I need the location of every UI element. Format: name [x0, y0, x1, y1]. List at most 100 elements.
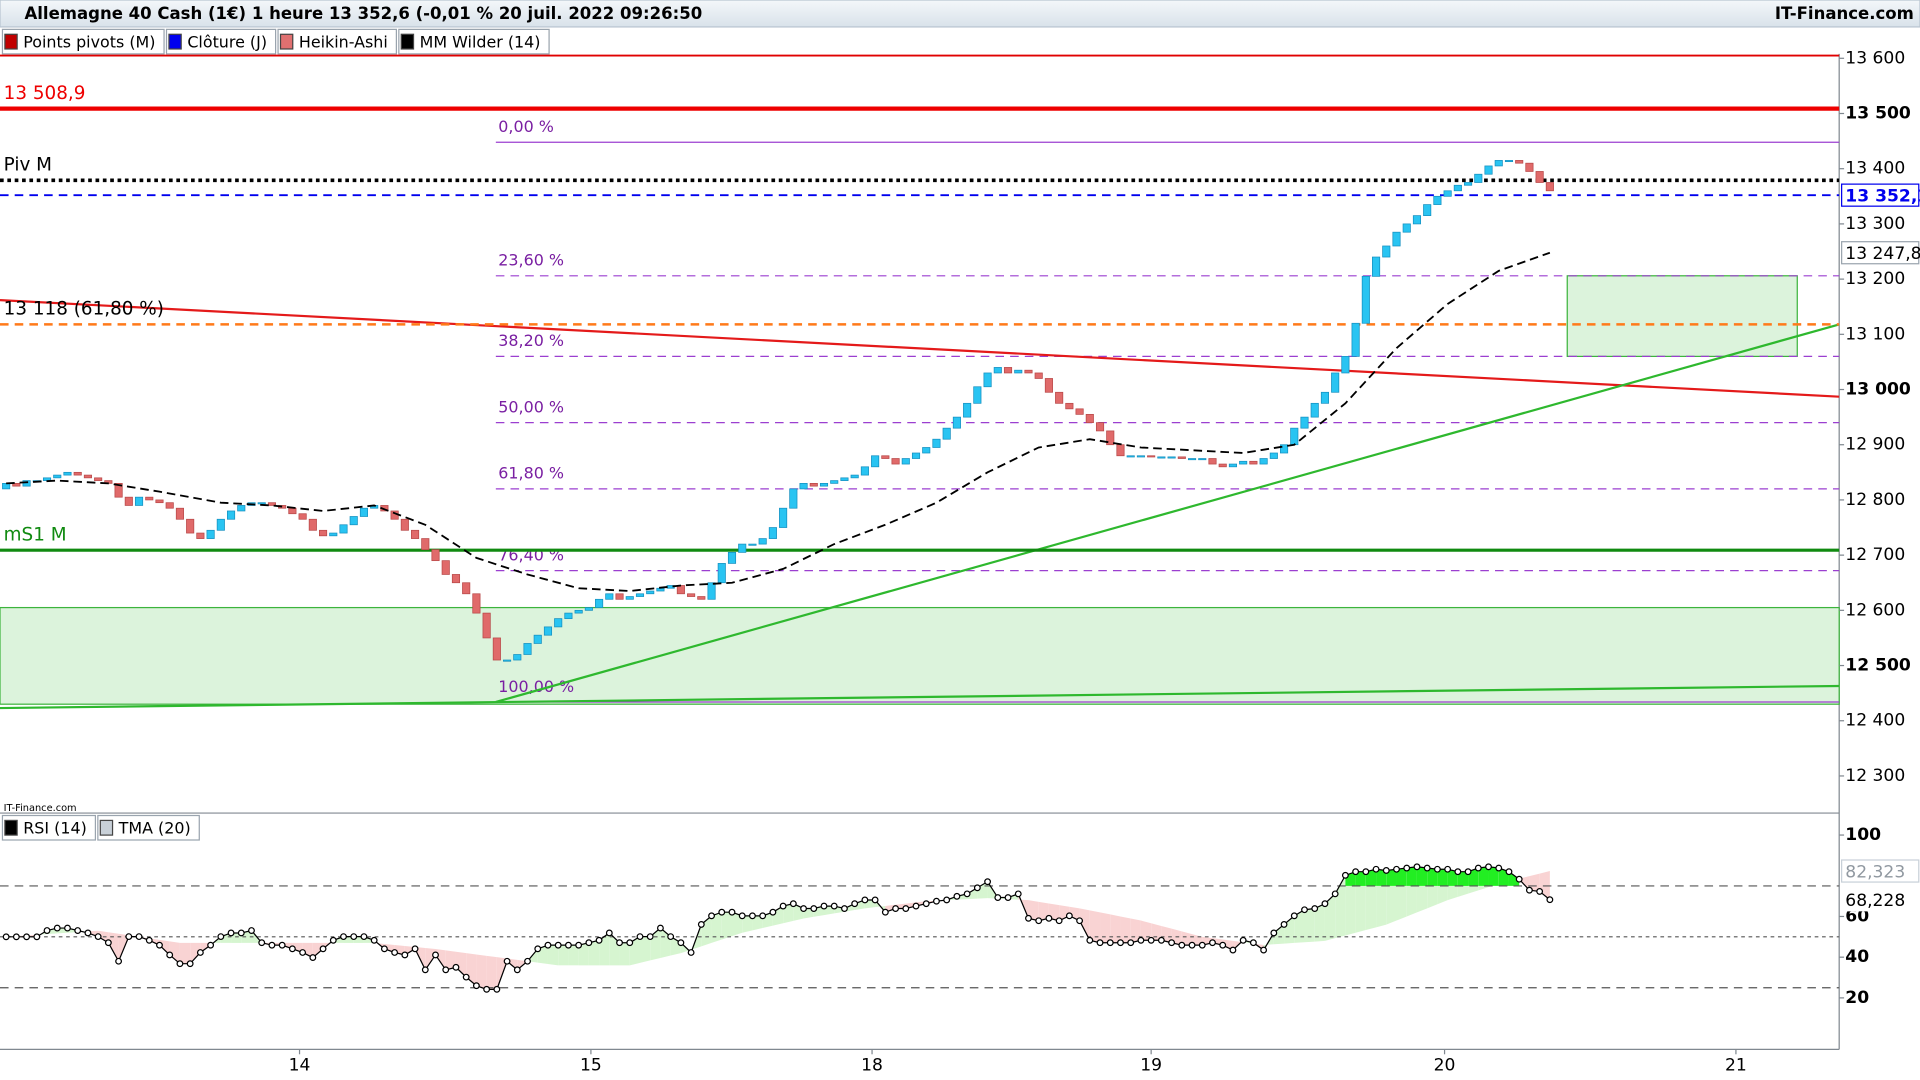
legend-label: TMA (20)	[118, 818, 191, 837]
rsi-point	[1127, 939, 1135, 947]
rsi-point	[104, 939, 112, 947]
rsi-point	[421, 966, 429, 974]
rsi-point	[779, 902, 787, 910]
legend-label: Points pivots (M)	[23, 32, 155, 51]
legend-item	[1, 814, 97, 841]
rsi-tma-fill	[854, 899, 865, 911]
candle-body	[635, 593, 645, 597]
fib-label: 38,20 %	[498, 331, 564, 350]
candle-body	[349, 516, 358, 526]
rsi-tma-fill	[1089, 910, 1101, 943]
rsi-point	[564, 941, 572, 949]
rsi-point	[12, 933, 20, 941]
rsi-tma-fill	[179, 942, 191, 964]
candle-body	[1412, 215, 1422, 225]
rsi-point	[1198, 941, 1206, 949]
rsi-point	[207, 941, 215, 949]
candle-body	[697, 596, 706, 600]
candle-body	[676, 585, 685, 595]
rsi-point	[2, 933, 10, 941]
rsi-point	[1045, 914, 1053, 922]
rsi-tma-fill	[742, 915, 753, 933]
candle-body	[850, 474, 859, 479]
rsi-point	[176, 960, 184, 968]
rsi-point	[33, 933, 41, 941]
y-tick-label: 12 800	[1845, 490, 1905, 510]
x-tick-label: 20	[1434, 1055, 1456, 1075]
rsi-point	[585, 939, 593, 947]
candle-body	[1095, 422, 1105, 432]
candle-body	[1126, 455, 1135, 458]
rsi-tma-fill	[486, 955, 497, 990]
rsi-point	[636, 933, 644, 941]
candle-body	[983, 372, 992, 388]
rsi-overbought-fill	[1376, 869, 1387, 886]
source: IT-Finance.com	[1775, 4, 1914, 23]
rsi-tma-fill	[1028, 900, 1039, 921]
y-tick-label: 13 300	[1845, 214, 1905, 234]
legend-label: Heikin-Ashi	[299, 32, 388, 51]
rsi-tma-fill	[721, 912, 732, 940]
x-tick-label: 19	[1140, 1055, 1162, 1075]
candle-body	[932, 438, 941, 448]
candle-body	[145, 496, 154, 501]
rsi-overbought-fill	[1478, 866, 1489, 886]
rsi-tma-fill	[711, 912, 722, 943]
rsi-point	[1249, 939, 1257, 947]
candle-body	[738, 543, 747, 553]
rsi-point	[1229, 946, 1237, 954]
rsi-tma-fill	[1355, 871, 1366, 933]
rsi-point	[871, 896, 879, 904]
rsi-point	[1096, 939, 1104, 947]
y-tick-label: 40	[1845, 947, 1869, 967]
rsi-point	[268, 941, 276, 949]
candle-body	[124, 496, 133, 506]
rsi-point	[196, 949, 204, 956]
rsi-point	[841, 905, 848, 912]
price-tag-label: 82,323	[1845, 862, 1905, 882]
candle-body	[1106, 430, 1115, 446]
rsi-tma-fill	[1140, 920, 1152, 941]
y-tick-label: 13 500	[1845, 103, 1911, 123]
rsi-point	[1270, 929, 1278, 937]
candle-body	[216, 518, 225, 531]
candle-body	[421, 538, 430, 550]
rsi-tma-fill	[803, 908, 814, 919]
rsi-point	[718, 908, 726, 916]
candle-body	[1136, 455, 1145, 458]
candle-body	[993, 367, 1002, 374]
legend-label: Clôture (J)	[187, 32, 267, 51]
candle-body	[53, 474, 62, 479]
candle-body	[758, 538, 767, 545]
candle-body	[574, 609, 583, 614]
candle-body	[155, 499, 164, 504]
price-tag	[1841, 241, 1920, 265]
candle-body	[462, 582, 471, 595]
legend-swatch	[168, 33, 182, 50]
rsi-point	[1444, 865, 1452, 873]
rsi-point	[1239, 936, 1247, 944]
candle-body	[1525, 162, 1534, 172]
candle-body	[1494, 160, 1503, 167]
y-tick-label: 12 900	[1845, 435, 1905, 455]
candle-body	[646, 590, 655, 595]
candle-body	[1504, 160, 1514, 163]
rsi-overbought-fill	[1406, 866, 1417, 886]
candle-body	[1331, 372, 1340, 393]
price-tag-label: 13 247,8	[1845, 244, 1920, 264]
rsi-point	[513, 966, 521, 974]
rsi-tma-fill	[476, 954, 487, 990]
candle-body	[1361, 275, 1370, 324]
candle-body	[1382, 245, 1391, 258]
rsi-overbought-fill	[1437, 869, 1448, 886]
rsi-point	[708, 912, 715, 920]
rsi-point	[1260, 946, 1268, 954]
candle-body	[1239, 460, 1248, 465]
candle-body	[687, 593, 696, 597]
candle-body	[1515, 160, 1524, 164]
rsi-point	[595, 936, 603, 944]
candle-body	[830, 480, 839, 484]
rsi-point	[1178, 941, 1186, 949]
trendline	[0, 298, 1840, 398]
